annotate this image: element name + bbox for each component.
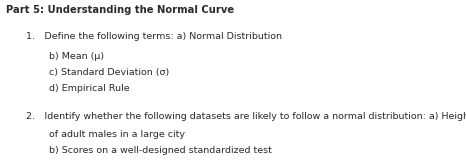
- Text: d) Empirical Rule: d) Empirical Rule: [49, 84, 130, 93]
- Text: c) Standard Deviation (σ): c) Standard Deviation (σ): [49, 68, 169, 77]
- Text: of adult males in a large city: of adult males in a large city: [49, 130, 185, 139]
- Text: Part 5: Understanding the Normal Curve: Part 5: Understanding the Normal Curve: [6, 5, 234, 15]
- Text: b) Mean (μ): b) Mean (μ): [49, 52, 104, 61]
- Text: b) Scores on a well-designed standardized test: b) Scores on a well-designed standardize…: [49, 146, 272, 155]
- Text: 2. Identify whether the following datasets are likely to follow a normal distrib: 2. Identify whether the following datase…: [26, 112, 466, 121]
- Text: 1. Define the following terms: a) Normal Distribution: 1. Define the following terms: a) Normal…: [26, 32, 281, 41]
